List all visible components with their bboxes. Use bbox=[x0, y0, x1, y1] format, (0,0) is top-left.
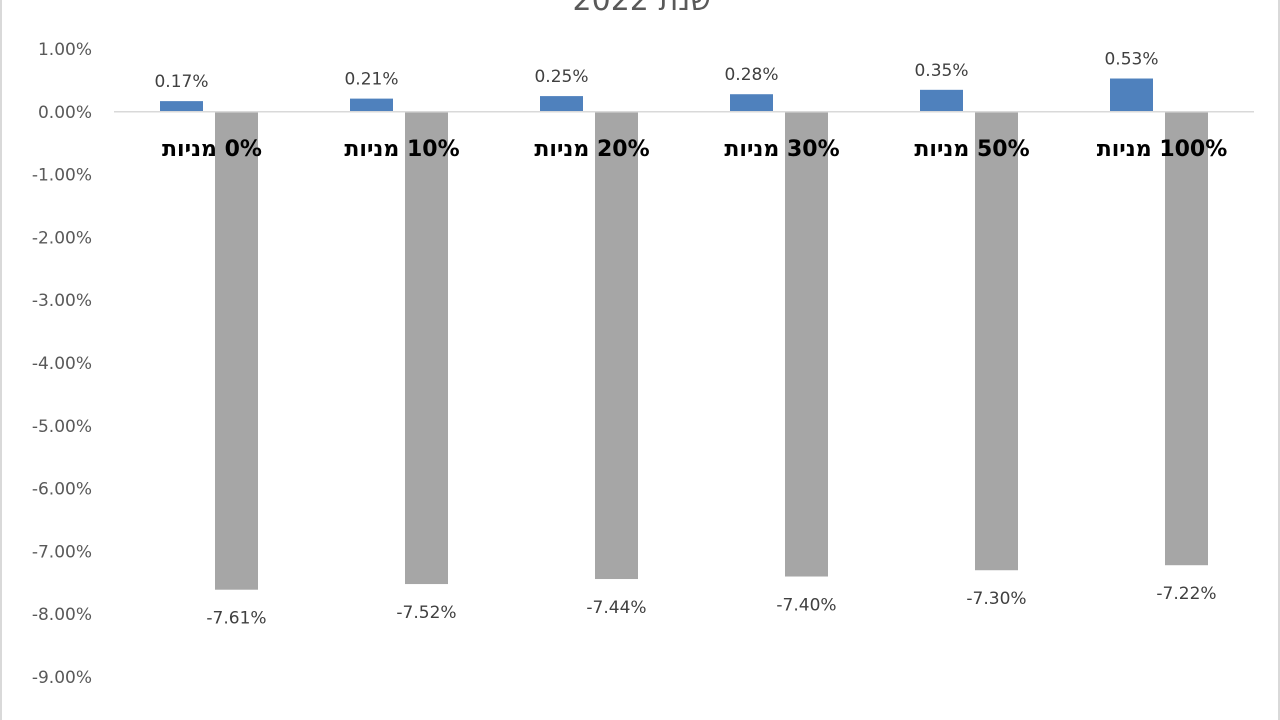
category-label: 30% מניות bbox=[724, 137, 839, 162]
y-tick-label: 0.00% bbox=[38, 103, 92, 123]
data-label: 0.35% bbox=[914, 61, 968, 81]
data-label: -7.40% bbox=[776, 596, 836, 616]
bar-series-1 bbox=[160, 101, 203, 112]
y-tick-label: -2.00% bbox=[32, 228, 92, 248]
bar-series-2 bbox=[975, 111, 1018, 571]
bar-series-2 bbox=[1165, 111, 1208, 566]
category-label: 50% מניות bbox=[914, 137, 1029, 162]
bars bbox=[160, 78, 1208, 590]
data-label: 0.53% bbox=[1104, 50, 1158, 70]
y-tick-label: -6.00% bbox=[32, 480, 92, 500]
data-label: -7.61% bbox=[206, 609, 266, 629]
category-label: 0% מניות bbox=[162, 137, 262, 162]
bar-series-1 bbox=[730, 94, 773, 112]
bar-series-2 bbox=[595, 111, 638, 580]
category-label: 100% מניות bbox=[1097, 137, 1228, 162]
bar-series-1 bbox=[920, 89, 963, 112]
y-tick-label: -1.00% bbox=[32, 166, 92, 186]
y-tick-label: -3.00% bbox=[32, 291, 92, 311]
bar-series-1 bbox=[1110, 78, 1153, 112]
category-label: 10% מניות bbox=[344, 137, 459, 162]
data-labels: 0.17% -7.61% 0.21% -7.52% 0.25% -7.44% 0.28% -7… bbox=[154, 50, 1216, 629]
data-label: 0.17% bbox=[154, 72, 208, 92]
data-label: 0.25% bbox=[534, 67, 588, 87]
bar-series-2 bbox=[215, 111, 258, 590]
y-axis: 1.00% 0.00% -1.00% -2.00% -3.00% -4.00% -5.00%… bbox=[32, 40, 92, 688]
data-label: -7.22% bbox=[1156, 584, 1216, 604]
y-tick-label: -7.00% bbox=[32, 542, 92, 562]
y-tick-label: -9.00% bbox=[32, 668, 92, 688]
data-label: -7.30% bbox=[966, 589, 1026, 609]
data-label: -7.52% bbox=[396, 603, 456, 623]
category-labels: 0% מניות 10% מניות 20% מניות 30% מניות 50% מ… bbox=[162, 137, 1227, 162]
y-tick-label: -4.00% bbox=[32, 354, 92, 374]
data-label: -7.44% bbox=[586, 598, 646, 618]
bar-series-1 bbox=[350, 98, 393, 112]
y-tick-label: -8.00% bbox=[32, 605, 92, 625]
y-tick-label: -5.00% bbox=[32, 417, 92, 437]
category-label: 20% מניות bbox=[534, 137, 649, 162]
bar-series-2 bbox=[405, 111, 448, 585]
data-label: 0.28% bbox=[724, 65, 778, 85]
bar-series-1 bbox=[540, 96, 583, 112]
data-label: 0.21% bbox=[344, 70, 398, 90]
bar-series-2 bbox=[785, 111, 828, 577]
chart-title: שנת 2022 bbox=[573, 0, 712, 18]
y-tick-label: 1.00% bbox=[38, 40, 92, 60]
